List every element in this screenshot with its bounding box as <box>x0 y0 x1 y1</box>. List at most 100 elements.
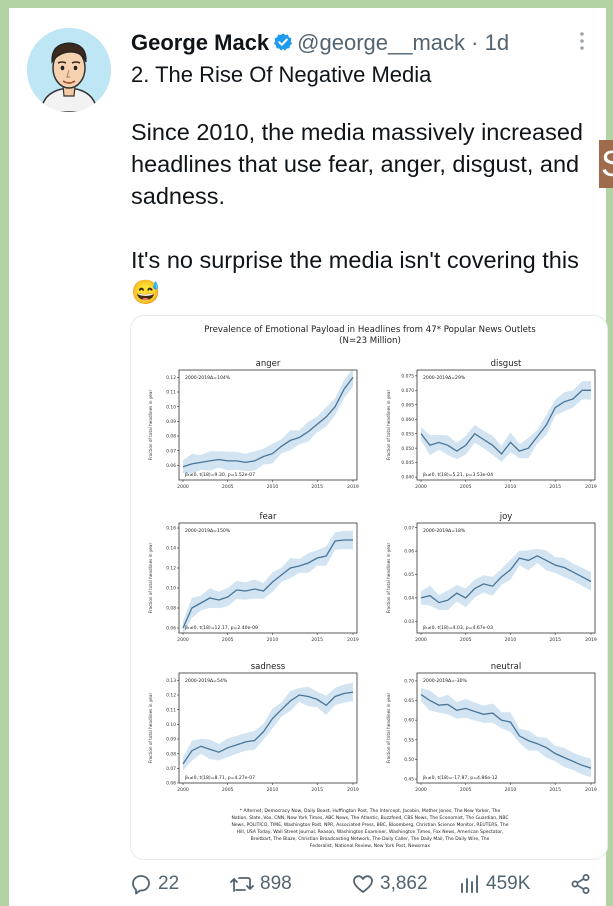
x-tick-label: 2010 <box>267 637 279 643</box>
x-tick-label: 2015 <box>311 787 323 793</box>
y-tick-label: 0.065 <box>401 402 414 408</box>
series-line-anger <box>182 376 354 468</box>
heart-icon <box>353 875 373 893</box>
x-tick-label: 2019 <box>347 637 359 643</box>
footnote-line: Nation, Slate, Vox, CNN, New York Times,… <box>232 815 509 821</box>
retweet-count: 898 <box>260 873 292 894</box>
footnote-line: * Alternet, Democracy Now, Daily Beast, … <box>240 808 501 814</box>
footnote-line: Breitbart, The Blaze, Christian Broadcas… <box>251 836 490 842</box>
chart-footnote: * Alternet, Democracy Now, Daily Beast, … <box>232 808 509 849</box>
y-tick-label: 0.06 <box>404 549 414 555</box>
panel-stat-fear: β₁≠0, t(18)=12.17, p=2.40e-09 <box>185 625 258 631</box>
confidence-band-sadness <box>183 682 353 771</box>
y-tick-label: 0.55 <box>404 737 414 743</box>
panel-annotation-disgust: 2000-2019Δ=29% <box>423 375 466 381</box>
x-tick-label: 2000 <box>415 484 427 490</box>
x-tick-label: 2000 <box>177 484 189 490</box>
y-tick-label: 0.06 <box>166 626 176 632</box>
panel-stat-anger: β₁≠0, t(18)=9.30, p=1.52e-07 <box>185 472 255 478</box>
panel-joy: joy 2000-2019Δ=18% β₁≠0, t(18)=4.03, p=4.6… <box>386 512 597 643</box>
y-tick-label: 0.16 <box>166 526 176 532</box>
retweet-button[interactable]: 898 <box>229 866 292 902</box>
y-tick-label: 0.05 <box>404 572 414 578</box>
author-handle[interactable]: @george__mack <box>297 30 466 55</box>
panel-stat-disgust: β₁≠0, t(18)=5.21, p=3.53e-04 <box>423 472 493 478</box>
chart-figure: Prevalence of Emotional Payload in Headl… <box>148 325 597 849</box>
panel-annotation-sadness: 2000-2019Δ=54% <box>185 678 228 684</box>
chart-panels: anger 2000-2019Δ=104% β₁≠0, t(18)=9.30, p=… <box>148 359 597 793</box>
series-line-neutral <box>420 694 592 769</box>
y-tick-label: 0.06 <box>166 463 176 469</box>
y-tick-label: 0.060 <box>401 417 414 423</box>
series-line-sadness <box>182 691 354 765</box>
like-button[interactable]: 3,862 <box>351 866 428 902</box>
panel-title-disgust: disgust <box>491 359 522 369</box>
series-line-joy <box>420 555 592 604</box>
x-tick-label: 2010 <box>505 484 517 490</box>
y-tick-label: 0.075 <box>401 373 414 379</box>
y-tick-label: 0.03 <box>404 619 414 625</box>
x-tick-label: 2019 <box>585 787 597 793</box>
y-tick-label: 0.14 <box>166 546 176 552</box>
y-tick-label: 0.06 <box>166 781 176 787</box>
avatar[interactable] <box>27 28 111 112</box>
panel-title-joy: joy <box>499 512 513 522</box>
confidence-band-fear <box>183 530 353 633</box>
confidence-band-neutral <box>421 688 591 778</box>
y-tick-label: 0.07 <box>166 448 176 454</box>
y-tick-label: 0.045 <box>401 460 414 466</box>
panel-annotation-neutral: 2000-2019Δ=-30% <box>423 678 468 684</box>
chart-title: Prevalence of Emotional Payload in Headl… <box>204 325 536 335</box>
panel-title-sadness: sadness <box>251 662 286 672</box>
panel-annotation-fear: 2000-2019Δ=150% <box>185 528 231 534</box>
x-tick-label: 2019 <box>585 637 597 643</box>
x-tick-label: 2000 <box>177 637 189 643</box>
panel-frame-joy <box>416 522 596 634</box>
x-tick-label: 2005 <box>460 787 472 793</box>
author-name[interactable]: George Mack <box>131 30 270 55</box>
tweet-timestamp[interactable]: 1d <box>484 30 510 55</box>
tweet-paragraph-2: It's no surprise the media isn't coverin… <box>131 247 579 305</box>
x-tick-label: 2019 <box>585 484 597 490</box>
series-line-fear <box>182 539 353 629</box>
y-axis-label: Fraction of total headlines in year <box>148 543 153 614</box>
x-tick-label: 2015 <box>549 787 561 793</box>
y-tick-label: 0.10 <box>166 586 176 592</box>
y-tick-label: 0.08 <box>166 751 176 757</box>
chart-image[interactable]: Prevalence of Emotional Payload in Headl… <box>130 315 608 860</box>
panel-title-fear: fear <box>260 512 277 522</box>
y-axis-label: Fraction of total headlines in year <box>386 543 391 614</box>
reply-button[interactable]: 22 <box>129 866 179 902</box>
x-tick-label: 2010 <box>267 787 279 793</box>
panel-stat-neutral: β₁≠0, t(18)=-17.87, p=4.86e-12 <box>423 775 498 781</box>
like-count: 3,862 <box>380 873 428 894</box>
x-tick-label: 2015 <box>311 637 323 643</box>
y-tick-label: 0.11 <box>166 707 176 713</box>
confidence-band-anger <box>183 370 353 474</box>
y-axis-label: Fraction of total headlines in year <box>386 693 391 764</box>
panel-disgust: disgust 2000-2019Δ=29% β₁≠0, t(18)=5.21, p… <box>386 359 597 490</box>
y-tick-label: 0.07 <box>404 525 414 531</box>
y-tick-label: 0.70 <box>404 678 414 684</box>
x-tick-label: 2010 <box>505 637 517 643</box>
x-tick-label: 2015 <box>311 484 323 490</box>
x-tick-label: 2010 <box>267 484 279 490</box>
views-button[interactable]: 459K <box>459 866 530 902</box>
adjacent-content-edge: S <box>599 140 613 188</box>
footnote-line: Hill, USA Today, Wall Street Journal, Re… <box>237 829 504 835</box>
avatar-illustration <box>27 28 111 112</box>
y-tick-label: 0.040 <box>401 475 414 481</box>
confidence-band-disgust <box>421 381 591 462</box>
share-button[interactable] <box>569 866 593 902</box>
y-tick-label: 0.09 <box>166 737 176 743</box>
footnote-line: News, POLITICO, TIME, Washington Post, N… <box>232 822 509 828</box>
y-axis-label: Fraction of total headlines in year <box>148 693 153 764</box>
x-tick-label: 2005 <box>460 484 472 490</box>
x-tick-label: 2010 <box>505 787 517 793</box>
x-tick-label: 2000 <box>177 787 189 793</box>
confidence-band-joy <box>421 548 591 610</box>
reply-count: 22 <box>158 873 180 894</box>
y-axis-label: Fraction of total headlines in year <box>386 390 391 461</box>
tweet-card[interactable]: George Mack @george__mack · 1d 2. The Ris… <box>9 8 608 906</box>
more-icon[interactable] <box>577 28 587 62</box>
